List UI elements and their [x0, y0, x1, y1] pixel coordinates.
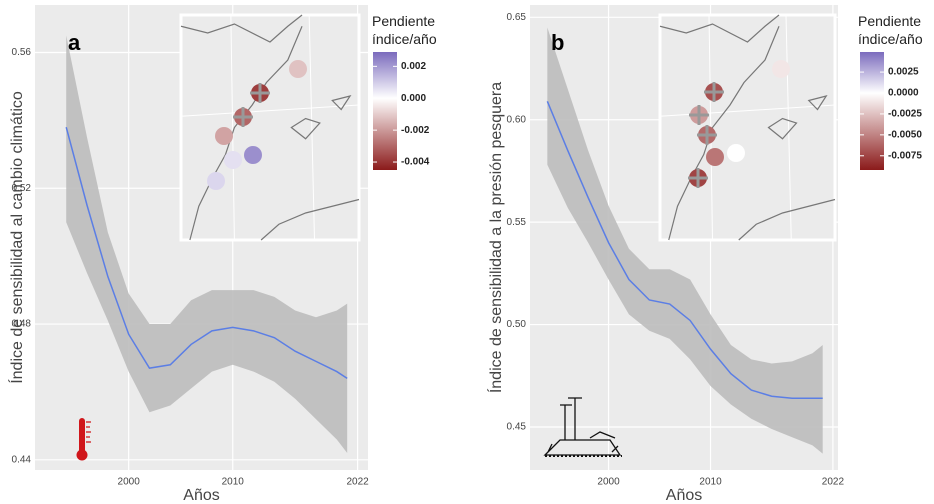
x-tick-label: 2022 [822, 477, 845, 488]
trend-line [546, 100, 823, 400]
map-point [224, 151, 242, 169]
map-point [289, 60, 307, 78]
y-tick-label: 0.55 [507, 217, 527, 228]
colorbar-label: -0.004 [401, 157, 430, 168]
y-tick-label: 0.48 [12, 319, 32, 330]
confidence-band [547, 27, 823, 454]
significance-cross [704, 82, 724, 102]
map-point [207, 172, 225, 190]
y-axis-label: Índice de sensibilidad al cambio climáti… [7, 91, 26, 384]
map-point [727, 144, 745, 162]
thermometer-icon [76, 449, 88, 461]
y-tick-label: 0.44 [12, 454, 32, 465]
colorbar-label: -0.002 [401, 125, 430, 136]
y-tick-label: 0.50 [507, 319, 527, 330]
colorbar-label: 0.002 [401, 61, 426, 72]
y-tick-label: 0.52 [12, 183, 32, 194]
y-tick-label: 0.65 [507, 12, 527, 23]
significance-cross [233, 107, 253, 127]
thermometer-icon [79, 418, 85, 454]
colorbar-label: -0.0025 [888, 109, 922, 120]
inset-map [658, 13, 837, 242]
y-tick-label: 0.45 [507, 422, 527, 433]
x-tick-label: 2010 [699, 477, 722, 488]
inset-map [179, 13, 361, 242]
significance-cross [250, 83, 270, 103]
x-tick-label: 2022 [346, 477, 369, 488]
map-grid [180, 14, 360, 241]
colorbar-label: 0.000 [401, 93, 426, 104]
x-tick-label: 2000 [597, 477, 620, 488]
significance-cross [697, 125, 717, 145]
y-tick-label: 0.60 [507, 114, 527, 125]
panel-label: a [68, 30, 81, 55]
y-axis-label: Índice de sensibilidad a la presión pesq… [486, 82, 505, 393]
trend-line [65, 126, 348, 379]
legend-title: Pendiente índice/año [372, 13, 437, 47]
significance-cross [688, 168, 708, 188]
legend-title: Pendiente índice/año [858, 13, 923, 47]
map-point [706, 148, 724, 166]
map-point [215, 127, 233, 145]
x-axis-label: Años [183, 487, 219, 504]
map-point [244, 146, 262, 164]
colorbar-label: -0.0075 [888, 150, 922, 161]
coastline [659, 14, 836, 241]
colorbar [860, 52, 884, 170]
significance-cross [689, 105, 709, 125]
map-point [772, 60, 790, 78]
panel-label: b [551, 30, 564, 55]
y-tick-label: 0.56 [12, 47, 32, 58]
x-tick-label: 2000 [118, 477, 141, 488]
x-tick-label: 2010 [222, 477, 245, 488]
colorbar-label: 0.0000 [888, 88, 919, 99]
boat-icon [543, 397, 622, 456]
colorbar [373, 52, 397, 170]
confidence-band [66, 35, 348, 454]
colorbar-label: 0.0025 [888, 67, 919, 78]
x-axis-label: Años [666, 487, 702, 504]
colorbar-label: -0.0050 [888, 129, 922, 140]
thermometer-icon [86, 421, 91, 443]
coastline [180, 14, 360, 241]
